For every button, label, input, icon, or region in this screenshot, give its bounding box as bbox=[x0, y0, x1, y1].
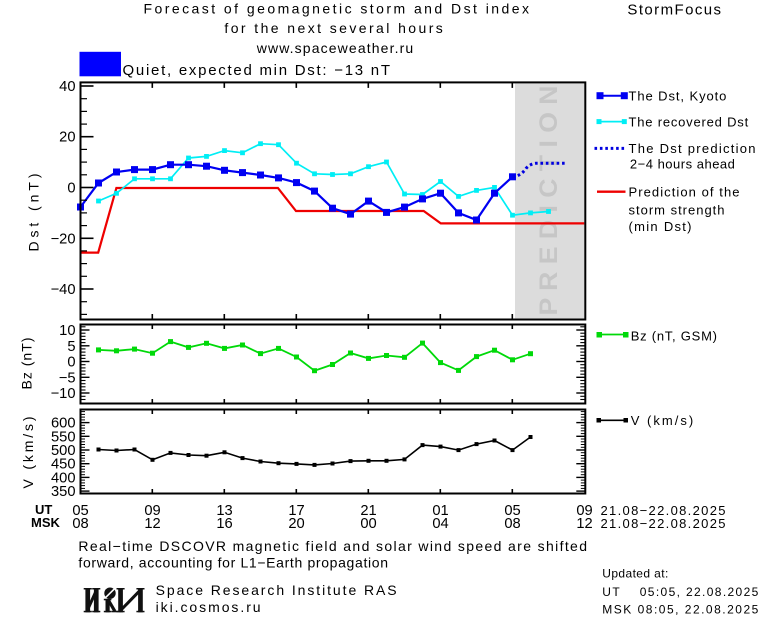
svg-text:The Dst prediction: The Dst prediction bbox=[629, 141, 756, 156]
svg-text:0: 0 bbox=[67, 181, 75, 197]
svg-text:−5: −5 bbox=[59, 370, 76, 386]
svg-text:Prediction of the: Prediction of the bbox=[629, 184, 740, 199]
svg-text:V (km/s): V (km/s) bbox=[20, 417, 36, 489]
svg-text:Bz (nT, GSM): Bz (nT, GSM) bbox=[631, 329, 717, 344]
svg-text:Space Research Institute RAS: Space Research Institute RAS bbox=[156, 582, 397, 598]
svg-text:MSK 08:05, 22.08.2025: MSK 08:05, 22.08.2025 bbox=[602, 603, 758, 617]
svg-text:21.08−22.08.2025: 21.08−22.08.2025 bbox=[601, 516, 726, 531]
svg-text:350: 350 bbox=[51, 484, 76, 500]
svg-text:for the next several hours: for the next several hours bbox=[224, 20, 442, 36]
svg-text:40: 40 bbox=[59, 79, 75, 95]
svg-text:forward, accounting for L1−Ear: forward, accounting for L1−Earth propaga… bbox=[78, 554, 388, 570]
svg-text:5: 5 bbox=[67, 339, 75, 355]
svg-text:UT: UT bbox=[35, 502, 52, 517]
svg-text:Real−time DSCOVR magnetic fiel: Real−time DSCOVR magnetic field and sola… bbox=[78, 538, 587, 554]
svg-text:12: 12 bbox=[144, 516, 160, 532]
svg-text:16: 16 bbox=[216, 516, 232, 532]
svg-text:00: 00 bbox=[360, 516, 376, 532]
svg-text:05: 05 bbox=[504, 503, 520, 519]
svg-text:−10: −10 bbox=[51, 386, 76, 402]
svg-text:0: 0 bbox=[67, 355, 75, 371]
svg-text:−20: −20 bbox=[51, 231, 76, 247]
svg-text:www.spaceweather.ru: www.spaceweather.ru bbox=[256, 40, 414, 56]
svg-text:The recovered Dst: The recovered Dst bbox=[629, 114, 749, 129]
svg-text:Quiet, expected min Dst: −13 n: Quiet, expected min Dst: −13 nT bbox=[123, 62, 391, 79]
svg-text:storm strength: storm strength bbox=[629, 203, 725, 218]
svg-text:17: 17 bbox=[288, 503, 304, 519]
svg-text:08: 08 bbox=[504, 516, 520, 532]
svg-text:450: 450 bbox=[51, 457, 76, 473]
svg-text:01: 01 bbox=[432, 503, 448, 519]
svg-text:400: 400 bbox=[51, 470, 76, 486]
svg-text:Updated at:: Updated at: bbox=[602, 567, 668, 581]
svg-text:04: 04 bbox=[432, 516, 448, 532]
svg-text:P R E D I C T I O N: P R E D I C T I O N bbox=[535, 85, 563, 315]
svg-text:500: 500 bbox=[51, 443, 76, 459]
svg-text:08: 08 bbox=[72, 516, 88, 532]
svg-text:−40: −40 bbox=[51, 282, 76, 298]
svg-text:12: 12 bbox=[576, 516, 592, 532]
svg-text:UT 05:05, 22.08.2025: UT 05:05, 22.08.2025 bbox=[602, 585, 758, 599]
svg-text:(min Dst): (min Dst) bbox=[629, 219, 692, 234]
svg-text:StormFocus: StormFocus bbox=[627, 2, 721, 19]
svg-text:20: 20 bbox=[288, 516, 304, 532]
svg-text:V (km/s): V (km/s) bbox=[631, 413, 694, 428]
svg-text:The Dst, Kyoto: The Dst, Kyoto bbox=[629, 88, 727, 103]
svg-text:iki.cosmos.ru: iki.cosmos.ru bbox=[156, 599, 261, 615]
svg-text:Bz (nT): Bz (nT) bbox=[19, 338, 35, 390]
svg-text:05: 05 bbox=[72, 503, 88, 519]
svg-text:09: 09 bbox=[144, 503, 160, 519]
svg-text:10: 10 bbox=[59, 323, 75, 339]
svg-text:600: 600 bbox=[51, 416, 76, 432]
svg-text:21.08−22.08.2025: 21.08−22.08.2025 bbox=[601, 503, 726, 518]
svg-text:09: 09 bbox=[576, 503, 592, 519]
svg-text:13: 13 bbox=[216, 503, 232, 519]
svg-text:21: 21 bbox=[360, 503, 376, 519]
svg-text:2−4 hours ahead: 2−4 hours ahead bbox=[630, 156, 735, 171]
svg-text:MSK: MSK bbox=[31, 515, 61, 530]
svg-text:20: 20 bbox=[59, 130, 75, 146]
svg-text:550: 550 bbox=[51, 429, 76, 445]
